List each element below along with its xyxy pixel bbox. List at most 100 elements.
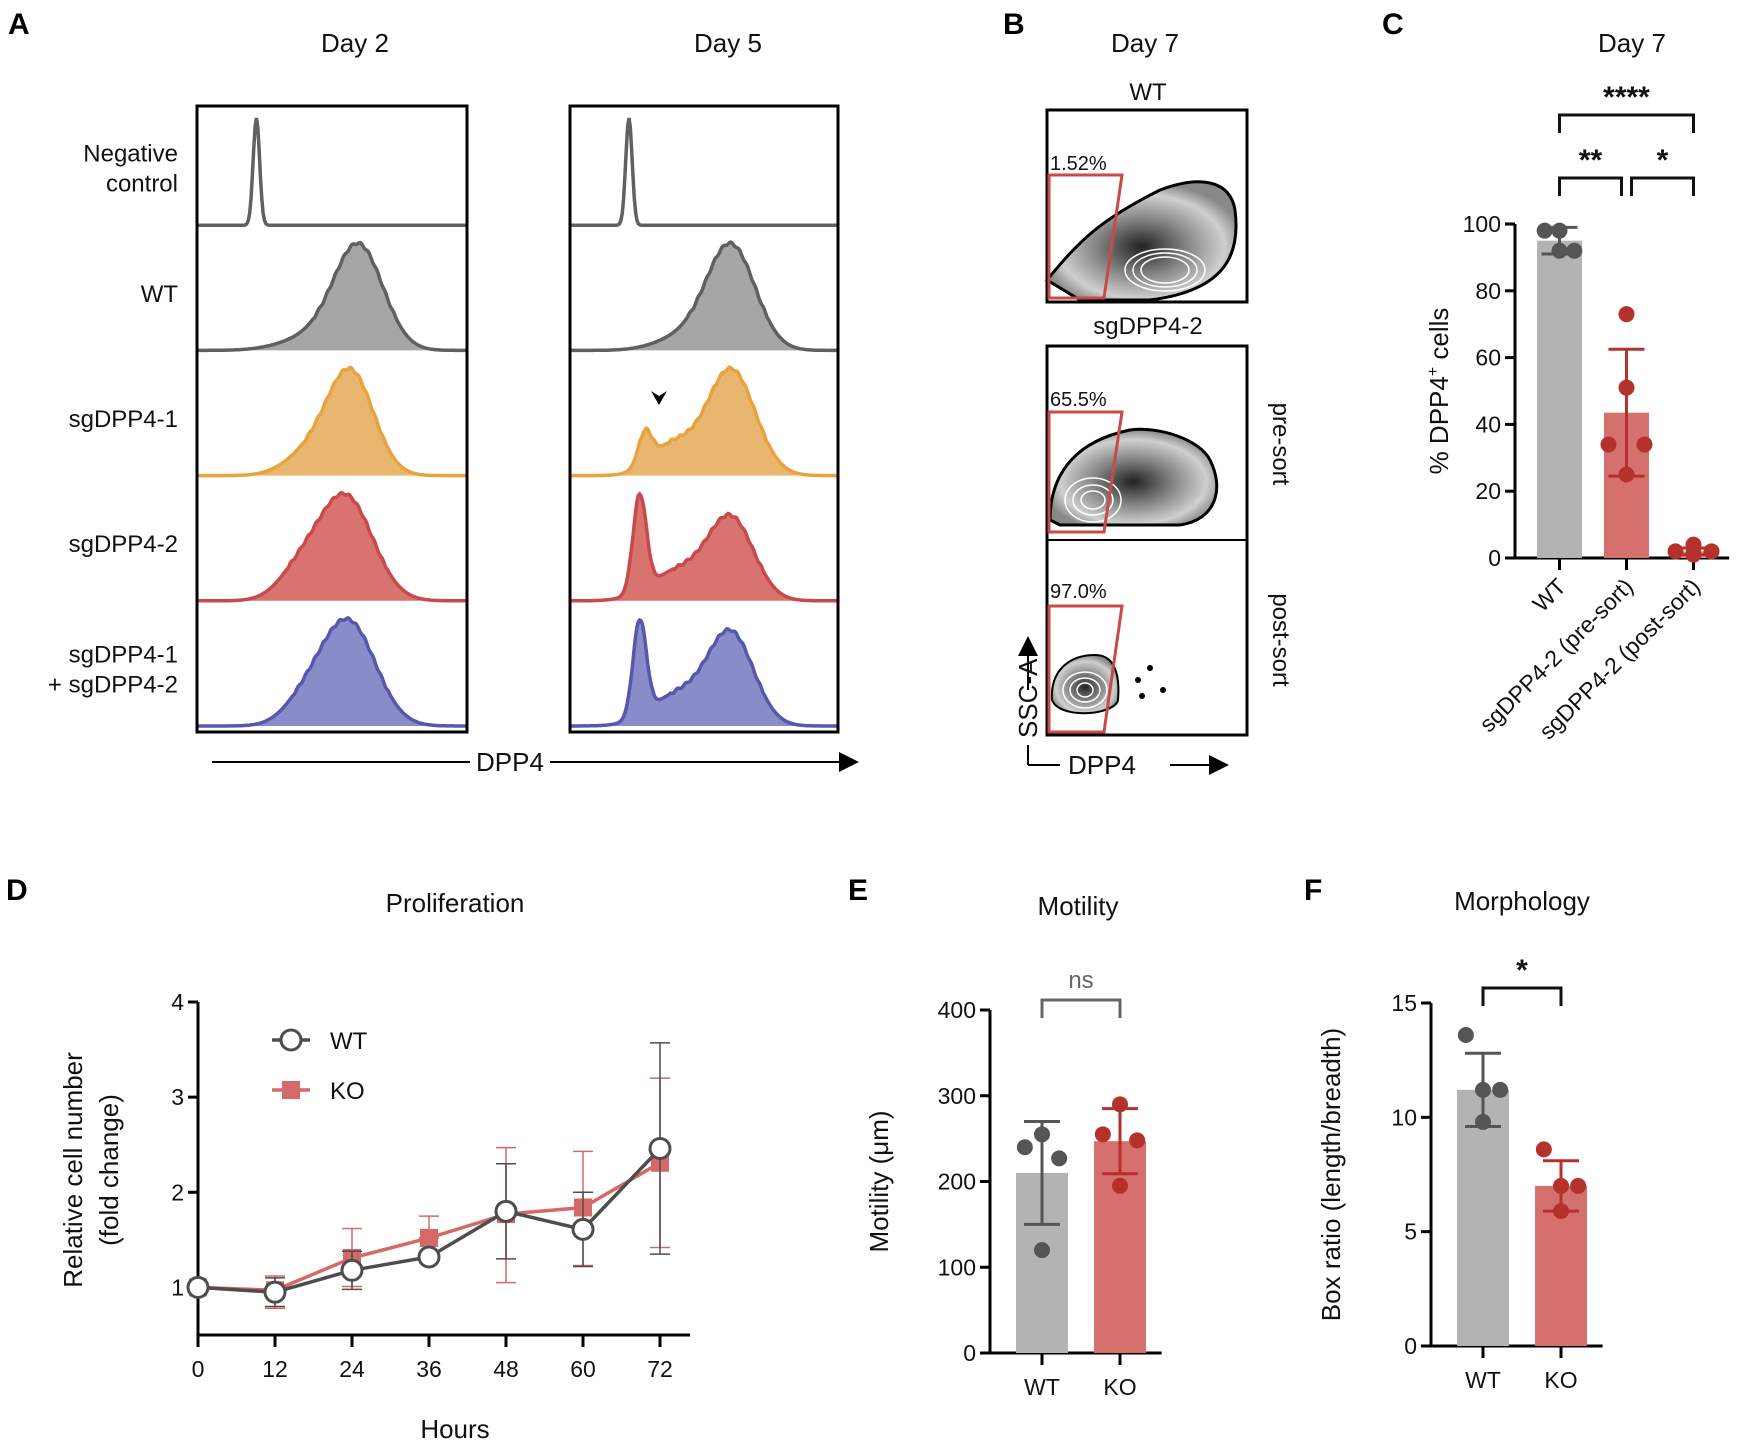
x-tick-label: 24: [339, 1356, 365, 1382]
y-axis-title: Relative cell number: [58, 1052, 88, 1288]
significance-label: *: [1516, 954, 1528, 987]
data-point: [571, 1217, 595, 1241]
flow-contour: [1076, 682, 1094, 698]
dpp4-axis-label: DPP4: [476, 747, 544, 777]
flow-contour: [1069, 677, 1101, 703]
histogram-frame-day2: [195, 104, 469, 734]
flow-event-dot: [1147, 665, 1153, 671]
x-tick-label: WT: [1465, 1367, 1501, 1393]
histogram-row-label: control: [106, 171, 178, 198]
histogram-fill: [570, 494, 838, 601]
histogram-line: [197, 117, 467, 227]
histogram-row-label: sgDPP4-2: [69, 531, 178, 558]
histogram-fill: [570, 367, 838, 476]
x-tick-label: 0: [192, 1356, 205, 1382]
panel-a-histograms: Day 2 Day 5 Negative control WT sgDPP4-1 sgD…: [48, 28, 859, 778]
x-tick-label: WT: [1024, 1374, 1060, 1400]
histogram-line: [570, 617, 838, 728]
ssc-axis-label: SSC-A: [1013, 658, 1043, 738]
legend-label: WT: [330, 1028, 368, 1055]
y-tick-label: 60: [1475, 345, 1501, 371]
y-tick-label: 5: [1404, 1219, 1417, 1245]
x-tick-label: KO: [1103, 1374, 1136, 1400]
y-tick-label: 0: [963, 1340, 976, 1366]
flow-contour: [1140, 256, 1190, 284]
y-axis-title: Motility (μm): [864, 1110, 894, 1252]
flow-contour: [1062, 671, 1108, 709]
data-point: [417, 1245, 441, 1269]
gate-percentage-presort: 65.5%: [1050, 389, 1107, 411]
significance-bracket: [1630, 176, 1695, 196]
significance-label: *: [1657, 144, 1669, 177]
flow-contour: [1124, 248, 1206, 292]
arrowhead-marker-icon: [651, 391, 667, 405]
y-axis-title: Box ratio (length/breadth): [1316, 1028, 1346, 1321]
bar: [1537, 240, 1582, 558]
column-title-day5: Day 5: [694, 28, 762, 58]
flow-plot-wt-frame: [1045, 108, 1249, 304]
data-point: [1094, 1126, 1111, 1143]
histogram-frame-day5: [568, 104, 840, 734]
histogram-fill: [197, 617, 467, 726]
flow-gate: [1047, 604, 1124, 734]
significance-bracket: [1481, 986, 1563, 1006]
chart-title: Morphology: [1454, 886, 1590, 916]
data-point: [1457, 1027, 1474, 1044]
y-tick-label: 80: [1475, 278, 1501, 304]
significance-label: ****: [1603, 81, 1650, 114]
x-tick-label: 36: [416, 1356, 442, 1382]
histogram-line: [570, 240, 838, 353]
chart-f: Morphology 0 5 10 15 WT KO Box ratio (length/br…: [1316, 886, 1603, 1393]
data-point: [1600, 436, 1617, 453]
y-tick-label: 4: [171, 989, 184, 1015]
data-point: [263, 1280, 287, 1304]
y-tick-label: 40: [1475, 411, 1501, 437]
panel-b-flow-plots: Day 7 WT sgDPP4-2 1.52% 65.5% 97.0% pre-…: [1013, 28, 1294, 780]
histogram-line: [197, 365, 467, 478]
gate-percentage-postsort: 97.0%: [1050, 581, 1107, 603]
axis-label-bg: [470, 748, 550, 778]
x-tick-label: 60: [570, 1356, 596, 1382]
flow-density-postsort: [1050, 653, 1120, 715]
data-point: [494, 1199, 518, 1223]
panel-letter-e: E: [848, 874, 868, 907]
y-tick-label: 0: [1404, 1333, 1417, 1359]
data-point: [1034, 1242, 1050, 1259]
flow-density-presort: [1048, 427, 1219, 527]
data-point: [1703, 543, 1720, 560]
histogram-fill: [197, 242, 467, 351]
histogram-row-label: + sgDPP4-2: [48, 671, 178, 698]
data-point: [1536, 222, 1553, 239]
y-tick-label: 200: [938, 1169, 976, 1195]
flow-gate: [1047, 410, 1124, 534]
data-point: [340, 1258, 364, 1282]
x-tick-label: 72: [647, 1356, 673, 1382]
flow-plot-header-sgdpp4-2: sgDPP4-2: [1093, 313, 1202, 340]
significance-bracket: [1040, 998, 1122, 1018]
y-tick-label: 2: [171, 1179, 184, 1205]
flow-event-dot: [1135, 677, 1141, 683]
flow-plot-header-wt: WT: [1129, 79, 1167, 106]
flow-contour: [1072, 484, 1114, 516]
side-label-presort: pre-sort: [1267, 403, 1294, 486]
flow-event-dot: [1160, 687, 1166, 693]
data-point: [1570, 1177, 1587, 1194]
y-tick-label: 1: [171, 1274, 184, 1300]
legend-label: KO: [330, 1078, 365, 1105]
dpp4-axis-label-b: DPP4: [1068, 750, 1136, 780]
histogram-line: [570, 491, 838, 603]
panel-b-title: Day 7: [1111, 28, 1179, 58]
column-title-day2: Day 2: [321, 28, 389, 58]
flow-event-dot: [1139, 693, 1145, 699]
data-point: [1051, 1150, 1068, 1167]
x-tick-label: WT: [1527, 573, 1571, 617]
gate-percentage-wt: 1.52%: [1050, 153, 1107, 175]
x-axis-title: Hours: [420, 1414, 489, 1442]
data-point: [420, 1228, 438, 1247]
data-point: [1566, 242, 1583, 259]
histogram-fill: [570, 242, 838, 351]
data-point: [1667, 543, 1684, 560]
